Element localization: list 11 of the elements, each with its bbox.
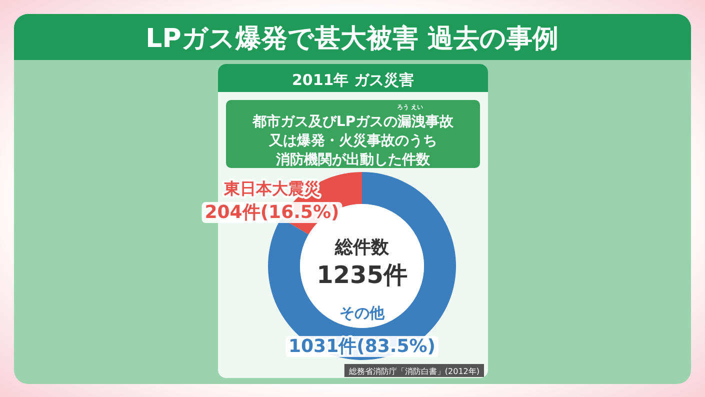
slice-label: その他 [340,304,386,322]
text: 総件数 [334,237,390,258]
text: 総務省消防庁「消防白書」(2012年) [348,367,480,376]
chart-subtitle: 2011年 ガス災害 [292,71,414,89]
chart-title: LPガス爆発で甚大被害 過去の事例 [146,24,558,54]
data-label: 204件(16.5%) [204,202,340,223]
text: 都市ガス及びLPガスの漏洩事故 [251,113,455,130]
text: 又は爆発・火災事故のうち [268,133,437,149]
data-label: 1031件(83.5%) [288,336,436,357]
text: 1235件 [316,261,408,289]
text: 消防機関が出動した件数 [275,151,431,168]
